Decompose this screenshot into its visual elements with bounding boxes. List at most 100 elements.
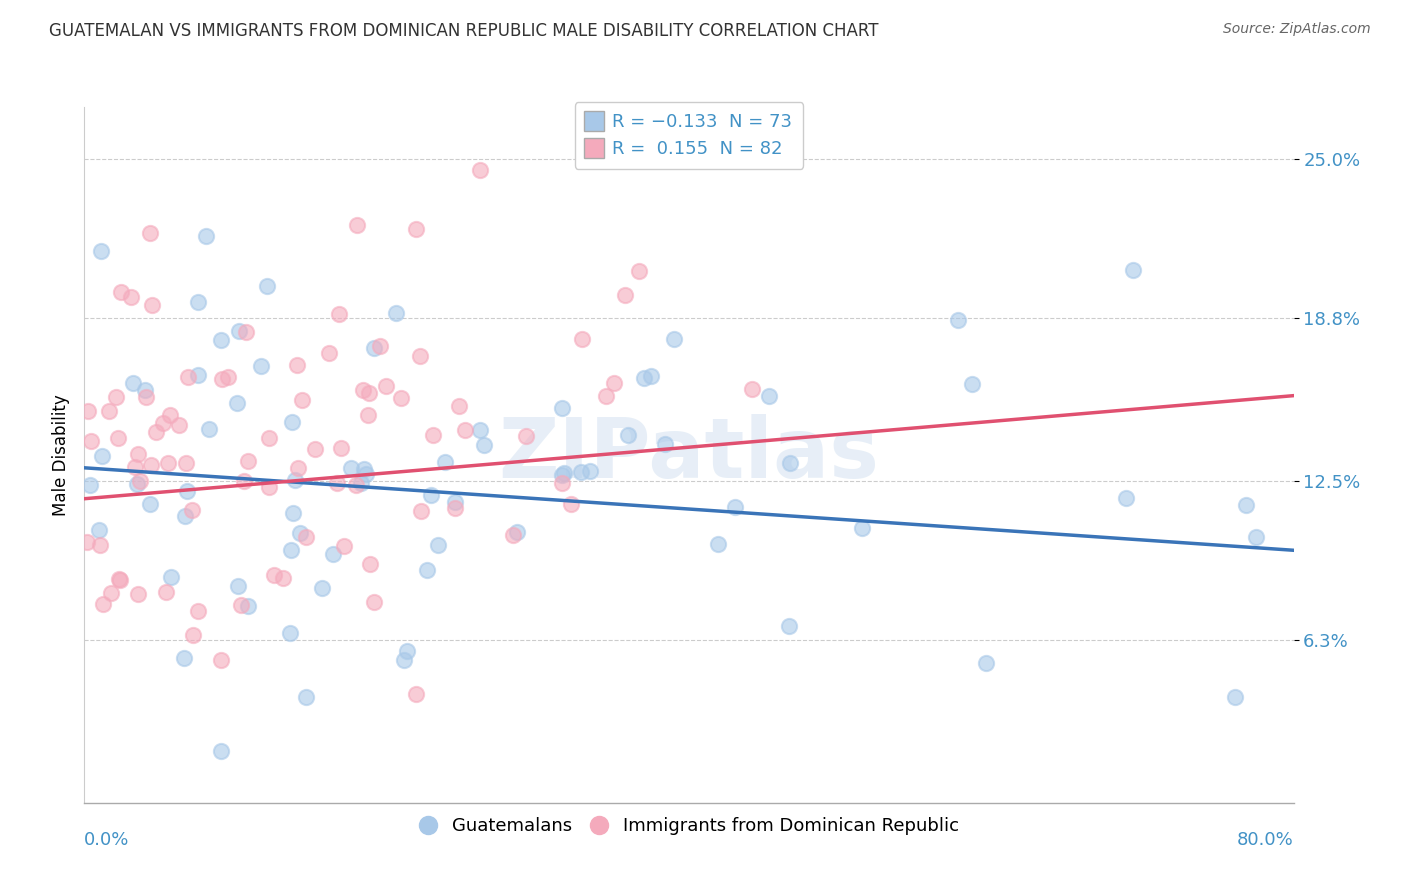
Point — [502, 527, 524, 541]
Point — [187, 294, 209, 309]
Point — [91, 598, 114, 612]
Point — [263, 568, 285, 582]
Point — [124, 460, 146, 475]
Point — [946, 313, 969, 327]
Point — [209, 652, 232, 666]
Point — [138, 497, 160, 511]
Point — [295, 690, 318, 704]
Point — [173, 650, 195, 665]
Point — [363, 341, 385, 355]
Point — [107, 572, 129, 586]
Point — [280, 543, 302, 558]
Point — [974, 656, 997, 670]
Point — [405, 222, 427, 236]
Point — [444, 500, 467, 515]
Point — [551, 401, 574, 415]
Point — [551, 467, 574, 482]
Point — [280, 415, 302, 429]
Point — [107, 431, 129, 445]
Point — [330, 441, 353, 455]
Point — [284, 473, 307, 487]
Point — [385, 306, 408, 320]
Point — [595, 389, 617, 403]
Point — [128, 474, 150, 488]
Point — [197, 422, 219, 436]
Point — [368, 339, 391, 353]
Point — [415, 563, 437, 577]
Point — [346, 478, 368, 492]
Point — [159, 570, 181, 584]
Point — [333, 540, 356, 554]
Point — [152, 417, 174, 431]
Point — [141, 298, 163, 312]
Point — [654, 436, 676, 450]
Point — [127, 448, 149, 462]
Point — [281, 506, 304, 520]
Point — [120, 290, 142, 304]
Point — [187, 604, 209, 618]
Point — [238, 599, 260, 613]
Point — [236, 454, 259, 468]
Point — [235, 325, 257, 339]
Point — [664, 332, 686, 346]
Point — [409, 349, 432, 363]
Point — [357, 408, 380, 422]
Y-axis label: Male Disability: Male Disability — [52, 394, 70, 516]
Point — [125, 476, 148, 491]
Point — [233, 475, 256, 489]
Point — [121, 376, 143, 390]
Point — [159, 408, 181, 422]
Point — [1225, 690, 1247, 705]
Point — [110, 285, 132, 300]
Point — [304, 442, 326, 456]
Point — [411, 504, 433, 518]
Point — [291, 392, 314, 407]
Point — [228, 324, 250, 338]
Point — [340, 460, 363, 475]
Point — [346, 218, 368, 232]
Point — [181, 503, 204, 517]
Point — [77, 403, 100, 417]
Point — [389, 391, 412, 405]
Legend: Guatemalans, Immigrants from Dominican Republic: Guatemalans, Immigrants from Dominican R… — [412, 810, 966, 842]
Point — [108, 573, 131, 587]
Point — [176, 456, 198, 470]
Point — [357, 385, 380, 400]
Point — [447, 399, 470, 413]
Point — [135, 390, 157, 404]
Point — [322, 547, 344, 561]
Point — [468, 423, 491, 437]
Point — [633, 371, 655, 385]
Point — [76, 534, 98, 549]
Point — [187, 368, 209, 382]
Point — [139, 226, 162, 240]
Point — [352, 383, 374, 397]
Point — [628, 264, 651, 278]
Text: ZIPatlas: ZIPatlas — [499, 415, 879, 495]
Point — [311, 581, 333, 595]
Point — [139, 458, 162, 472]
Point — [553, 466, 575, 480]
Point — [155, 585, 177, 599]
Point — [613, 288, 636, 302]
Point — [217, 369, 239, 384]
Point — [280, 626, 302, 640]
Point — [157, 456, 180, 470]
Point — [1115, 491, 1137, 506]
Point — [1122, 263, 1144, 277]
Point — [90, 244, 112, 259]
Point — [104, 390, 127, 404]
Point — [350, 475, 373, 490]
Point — [176, 484, 198, 499]
Point — [426, 538, 449, 552]
Point — [259, 431, 281, 445]
Point — [422, 428, 444, 442]
Point — [257, 480, 280, 494]
Point — [285, 358, 308, 372]
Point — [231, 598, 253, 612]
Text: 0.0%: 0.0% — [84, 830, 129, 848]
Point — [167, 418, 190, 433]
Point — [960, 377, 983, 392]
Point — [571, 333, 593, 347]
Text: GUATEMALAN VS IMMIGRANTS FROM DOMINICAN REPUBLIC MALE DISABILITY CORRELATION CHA: GUATEMALAN VS IMMIGRANTS FROM DOMINICAN … — [49, 22, 879, 40]
